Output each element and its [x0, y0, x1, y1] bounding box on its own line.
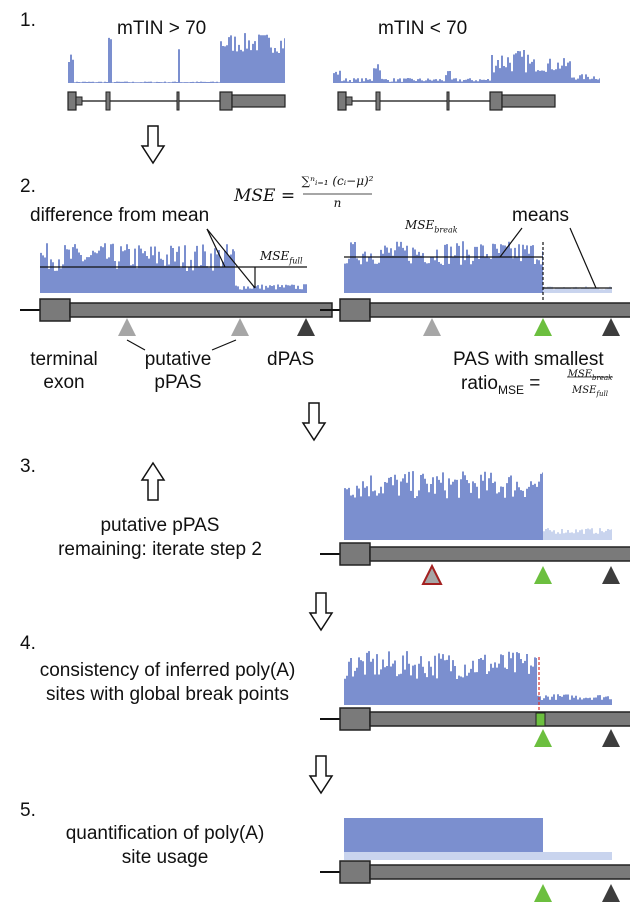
arrow-step4-to-5 — [308, 755, 334, 795]
pas-selected-right — [534, 318, 552, 336]
coverage-step2-left-low — [235, 284, 307, 293]
mtin-high-title: mTIN > 70 — [117, 18, 207, 39]
gene-model-high-exon-1 — [67, 91, 77, 111]
coverage-step3-low — [543, 528, 612, 540]
step2-right-exon-exon-body — [369, 302, 630, 318]
pas-dpas-step5 — [602, 884, 620, 902]
arrow-step1-to-2 — [140, 125, 166, 165]
step-4-number: 4. — [20, 633, 36, 654]
coverage-step2-left-high — [40, 243, 235, 293]
step2-left-exon-exon-body — [69, 302, 333, 318]
putative-pointer-2 — [211, 339, 237, 351]
pas-dpas-step3 — [602, 566, 620, 584]
gene-model-high-exon-2 — [105, 91, 111, 111]
mse-full-label: MSEfull — [260, 249, 303, 266]
step3-text-line2: remaining: iterate step 2 — [58, 539, 262, 560]
putative-pointer-1 — [126, 339, 146, 351]
pas-selected-step5 — [534, 884, 552, 902]
ratio-mse-label: ratioMSE = — [461, 373, 541, 397]
terminal-exon-label-line1: terminal — [30, 349, 98, 370]
pas-ppas-1 — [118, 318, 136, 336]
gene-model-high-exon-4-utr — [231, 94, 286, 108]
difference-pointer-2 — [206, 228, 256, 289]
step5-text-line2: site usage — [121, 847, 209, 868]
pas-smallest-label: PAS with smallest — [453, 349, 604, 370]
pas-dpas-step4 — [602, 729, 620, 747]
dpas-label: dPAS — [267, 349, 315, 370]
arrow-iterate-back — [140, 461, 166, 501]
gene-model-high-exon-3 — [176, 91, 180, 111]
step-1-number: 1. — [20, 10, 36, 31]
pas-ppas-right — [423, 318, 441, 336]
coverage-step2-right-low — [543, 286, 612, 293]
step3-exon-exon-body — [369, 546, 630, 562]
step3-text-line1: putative pPAS — [100, 515, 220, 536]
quantified-downstream-usage — [344, 852, 612, 860]
putative-ppas-label-line1: putative — [144, 349, 212, 370]
step4-text-line2: sites with global break points — [46, 684, 289, 705]
terminal-exon-label-line2: exon — [43, 372, 85, 393]
step5-text-line1: quantification of poly(A) — [65, 823, 265, 844]
step4-text-line1: consistency of inferred poly(A) — [39, 660, 296, 681]
step3-exon-exon-start — [339, 542, 371, 566]
putative-ppas-label-line2: pPAS — [154, 372, 202, 393]
coverage-track-high — [68, 33, 285, 83]
pas-dpas-right — [602, 318, 620, 336]
arrow-step3-to-4 — [308, 592, 334, 632]
coverage-step4-low — [537, 694, 612, 705]
coverage-step3-high — [344, 471, 543, 540]
pas-selected-step3 — [534, 566, 552, 584]
gene-model-high-utr-1 — [75, 96, 83, 106]
ratio-numerator: MSEbreak — [567, 369, 613, 382]
step-5-number: 5. — [20, 800, 36, 821]
step5-exon-exon-start — [339, 860, 371, 884]
gene-model-low-exon-2 — [375, 91, 381, 111]
means-label: means — [512, 205, 570, 226]
gene-model-low-exon-4 — [489, 91, 503, 111]
gene-model-low-exon-1 — [337, 91, 347, 111]
difference-from-mean-label: difference from mean — [30, 205, 210, 226]
coverage-step4-high — [344, 651, 537, 705]
difference-pointer-1 — [206, 228, 226, 268]
gene-model-low-exon-4-utr — [501, 94, 556, 108]
step-2-number: 2. — [20, 176, 36, 197]
step5-exon-exon-body — [369, 864, 630, 880]
coverage-step2-right-high — [344, 241, 543, 293]
step2-right-exon-exon-start — [339, 298, 371, 322]
mse-formula-lhs: MSE = — [234, 186, 296, 206]
coverage-track-low — [333, 50, 600, 83]
pas-ppas-2 — [231, 318, 249, 336]
step4-exon-exon-start — [339, 707, 371, 731]
gene-model-high-exon-4 — [219, 91, 233, 111]
mse-formula-numerator: ∑ⁿᵢ₌₁ (cᵢ−μ)² — [301, 174, 374, 188]
gene-model-low-exon-3 — [446, 91, 450, 111]
gene-model-low-utr-1 — [345, 96, 353, 106]
arrow-step2-to-3 — [301, 402, 327, 442]
mse-formula-denominator: n — [333, 196, 342, 210]
inferred-site-marker — [535, 712, 546, 727]
pas-rejected-step3 — [421, 563, 443, 585]
step-3-number: 3. — [20, 456, 36, 477]
means-pointer-2 — [569, 227, 597, 289]
ratio-denominator: MSEfull — [572, 385, 608, 398]
means-pointer-1 — [499, 227, 523, 258]
pas-selected-step4 — [534, 729, 552, 747]
pas-dpas-left — [297, 318, 315, 336]
step2-left-exon-exon-start — [39, 298, 71, 322]
mse-break-label: MSEbreak — [405, 218, 458, 235]
mtin-low-title: mTIN < 70 — [378, 18, 468, 39]
step4-exon-exon-body — [369, 711, 630, 727]
